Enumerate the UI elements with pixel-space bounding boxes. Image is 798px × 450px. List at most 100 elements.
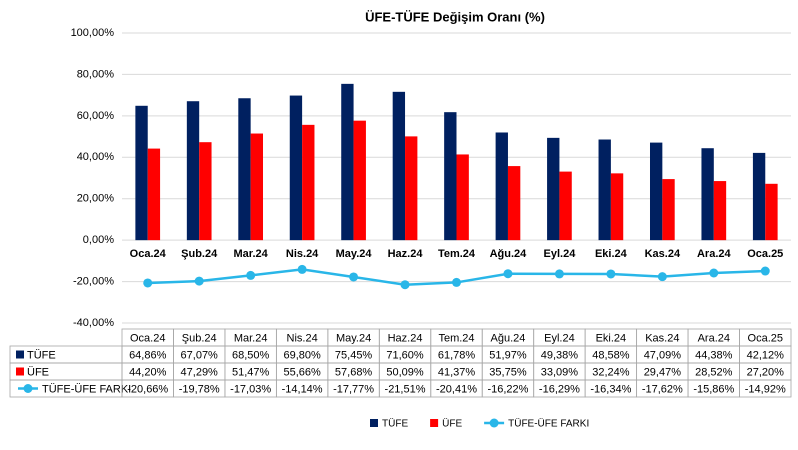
table-header: Tem.24 [438,332,474,344]
line-marker [709,268,719,278]
bar [598,139,611,241]
bar [147,148,161,241]
table-value: 50,09% [386,366,424,378]
table-value: 71,60% [386,349,424,361]
table-header: Oca.25 [748,332,783,344]
y-tick-label: 0,00% [83,234,114,246]
line-marker [503,269,513,279]
x-tick-label: Eyl.24 [544,248,577,260]
table-row-label: TÜFE [27,349,56,361]
table-value: 61,78% [438,349,476,361]
x-tick-label: Nis.24 [286,248,319,260]
bar [444,112,457,241]
legend-label: TÜFE-ÜFE FARKI [508,418,589,430]
table-value: -20,66% [127,383,168,395]
bar [392,91,406,241]
bar [701,148,714,241]
table-value: 67,07% [181,349,219,361]
table-value: 44,20% [129,366,167,378]
x-tick-label: May.24 [336,248,373,260]
line-marker [657,272,667,282]
bar [610,173,624,241]
table-header: Eyl.24 [544,332,575,344]
table-value: 32,24% [592,366,630,378]
y-tick-label: 60,00% [77,110,115,122]
table-value: 75,45% [335,349,373,361]
table-value: -19,78% [179,383,220,395]
y-tick-label: 20,00% [77,193,115,205]
table-value: 42,12% [747,349,785,361]
table-value: 44,38% [695,349,733,361]
bar [662,179,675,241]
line-marker [554,269,564,279]
table-value: 48,58% [592,349,630,361]
table-row-label: ÜFE [27,366,49,378]
bar [559,171,572,241]
table-value: -17,77% [333,383,374,395]
x-tick-label: Tem.24 [438,248,476,260]
table-value: -14,92% [745,383,786,395]
bar [289,95,303,241]
line-marker [143,278,153,288]
table-value: 57,68% [335,366,373,378]
table-value: 49,38% [541,349,579,361]
table-value: -14,14% [282,383,323,395]
table-header: Ağu.24 [491,332,526,344]
legend-key [489,418,499,428]
table-value: 68,50% [232,349,270,361]
table-header: Eki.24 [596,332,627,344]
bar [765,183,778,241]
table-value: 55,66% [283,366,321,378]
bar [713,181,727,241]
x-tick-label: Ağu.24 [490,248,528,260]
line-marker [246,270,256,280]
table-header: Ara.24 [698,332,730,344]
bar [495,132,508,241]
x-tick-label: Oca.24 [130,248,167,260]
x-tick-label: Ara.24 [697,248,732,260]
table-value: -16,34% [590,383,631,395]
legend-key [430,419,439,427]
bar [238,98,251,241]
table-header: Mar.24 [234,332,268,344]
x-tick-label: Eki.24 [595,248,628,260]
table-value: -16,29% [539,383,580,395]
bar [250,133,264,241]
table-value: 47,29% [181,366,219,378]
y-tick-label: -20,00% [73,275,114,287]
bar [547,137,560,241]
table-value: -15,86% [693,383,734,395]
table-header: Şub.24 [182,332,217,344]
line-marker [400,280,410,290]
table-header: May.24 [336,332,371,344]
y-tick-label: 100,00% [71,27,115,39]
x-tick-label: Oca.25 [747,248,783,260]
x-tick-label: Kas.24 [645,248,681,260]
table-legend-key [23,384,33,393]
legend-label: TÜFE [382,418,408,430]
table-header: Oca.24 [130,332,165,344]
legend-label: ÜFE [442,418,462,430]
table-header: Kas.24 [645,332,679,344]
bar [507,166,521,241]
table-value: 33,09% [541,366,579,378]
line-marker [606,269,616,279]
x-tick-label: Haz.24 [388,248,424,260]
bar [405,136,418,241]
line-marker [349,272,359,282]
table-value: 69,80% [283,349,321,361]
table-value: 29,47% [644,366,682,378]
line-marker [760,266,770,276]
table-value: -16,22% [487,383,528,395]
bar [199,142,212,241]
table-header: Haz.24 [388,332,423,344]
table-value: 51,47% [232,366,270,378]
table-value: 47,09% [644,349,682,361]
bar [186,101,200,241]
bar [341,83,354,241]
bar [302,124,315,241]
table-value: 51,97% [489,349,527,361]
table-value: -20,41% [436,383,477,395]
line-marker [297,264,307,274]
